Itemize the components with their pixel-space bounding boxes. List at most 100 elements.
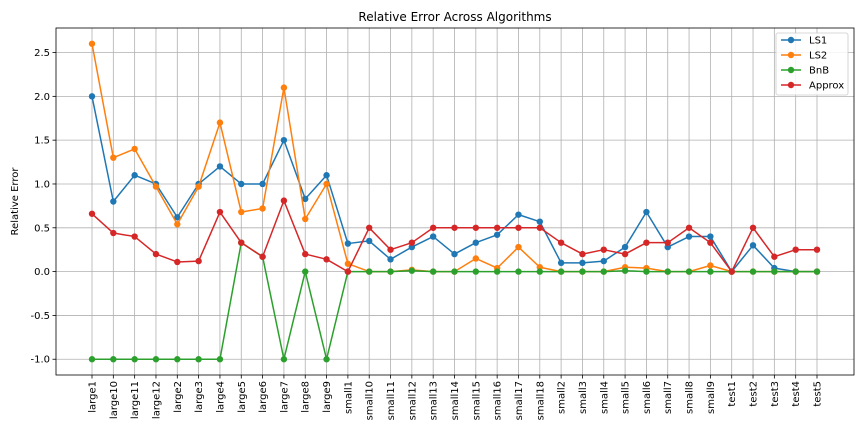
y-tick-label: 1.5 — [34, 136, 50, 147]
y-tick-label: 2.0 — [34, 92, 50, 103]
data-point — [792, 246, 799, 253]
data-point — [216, 119, 224, 126]
data-point — [131, 172, 138, 179]
data-point — [749, 268, 757, 275]
data-point — [600, 268, 607, 275]
data-point — [344, 260, 352, 267]
data-point — [515, 224, 522, 231]
legend-marker — [787, 36, 795, 44]
data-point — [813, 246, 821, 253]
data-point — [728, 268, 735, 275]
data-point — [387, 256, 394, 263]
data-point — [131, 145, 138, 153]
y-tick-label: 0.5 — [34, 223, 50, 234]
x-tick-label: small14 — [450, 381, 461, 420]
data-point — [259, 205, 266, 212]
data-point — [195, 183, 202, 190]
data-point — [174, 221, 181, 228]
data-point — [387, 246, 394, 253]
data-point — [110, 229, 117, 237]
data-point — [131, 233, 138, 240]
legend-item-ls1: LS1 — [781, 36, 827, 47]
x-tick-label: small11 — [386, 381, 397, 420]
data-point — [707, 239, 714, 246]
y-tick-label: 1.0 — [34, 179, 50, 190]
data-point — [174, 214, 181, 221]
data-point — [429, 233, 437, 240]
x-tick-label: small16 — [493, 381, 504, 420]
data-point — [451, 250, 458, 258]
x-tick-label: small4 — [599, 381, 610, 414]
data-point — [174, 258, 181, 266]
data-point — [451, 224, 458, 231]
chart-title: Relative Error Across Algorithms — [358, 10, 551, 24]
x-tick-label: large11 — [130, 381, 141, 419]
data-point — [280, 84, 288, 91]
data-point — [280, 356, 288, 363]
data-point — [707, 233, 714, 240]
data-point — [813, 268, 821, 275]
data-point — [323, 256, 330, 263]
data-point — [110, 154, 117, 161]
x-tick-label: large10 — [109, 381, 120, 419]
data-point — [621, 267, 629, 274]
data-point — [174, 356, 181, 363]
legend-label: Approx — [809, 81, 844, 92]
data-point — [366, 268, 373, 275]
data-point — [707, 268, 714, 275]
data-point — [493, 224, 501, 231]
x-tick-label: large4 — [215, 381, 226, 413]
data-point — [131, 356, 138, 363]
x-tick-label: large12 — [151, 381, 162, 419]
data-point — [579, 268, 586, 275]
x-tick-label: small17 — [514, 381, 525, 420]
data-point — [152, 183, 160, 190]
data-point — [685, 224, 693, 231]
legend-label: BnB — [809, 66, 829, 77]
data-point — [515, 243, 522, 251]
x-tick-label: small5 — [621, 381, 632, 414]
legend-box — [775, 32, 849, 96]
y-axis: -1.0 -0.5 0.0 0.5 1.0 1.5 2.0 2.5 — [30, 48, 56, 366]
data-point — [88, 40, 96, 47]
data-point — [366, 237, 373, 245]
data-point — [536, 264, 543, 271]
data-point — [88, 210, 96, 217]
grid — [56, 28, 854, 375]
x-tick-label: large5 — [237, 381, 248, 413]
data-point — [344, 268, 352, 275]
data-point — [749, 242, 757, 249]
data-point — [408, 239, 416, 246]
data-point — [472, 224, 480, 231]
data-point — [707, 262, 714, 269]
data-point — [536, 268, 543, 275]
data-point — [110, 356, 117, 363]
y-tick-label: -0.5 — [30, 311, 50, 322]
x-tick-label: large9 — [322, 381, 333, 413]
data-point — [600, 246, 607, 253]
series-layer — [88, 40, 821, 363]
data-point — [643, 268, 650, 275]
y-tick-label: 0.0 — [34, 267, 50, 278]
x-tick-label: large6 — [258, 381, 269, 413]
data-point — [88, 356, 96, 363]
data-point — [110, 198, 117, 205]
data-point — [280, 197, 288, 204]
data-point — [152, 356, 160, 363]
data-point — [302, 215, 309, 223]
data-point — [323, 356, 330, 363]
data-point — [195, 356, 202, 363]
data-point — [536, 224, 543, 231]
data-point — [323, 180, 330, 188]
y-tick-label: -1.0 — [30, 355, 50, 366]
legend-item-bnb: BnB — [781, 66, 829, 77]
series-approx — [88, 197, 821, 275]
x-tick-label: test5 — [813, 381, 824, 407]
data-point — [259, 253, 266, 260]
data-point — [643, 208, 650, 216]
legend-marker — [787, 51, 795, 59]
data-point — [621, 250, 629, 258]
legend-marker — [787, 66, 795, 74]
